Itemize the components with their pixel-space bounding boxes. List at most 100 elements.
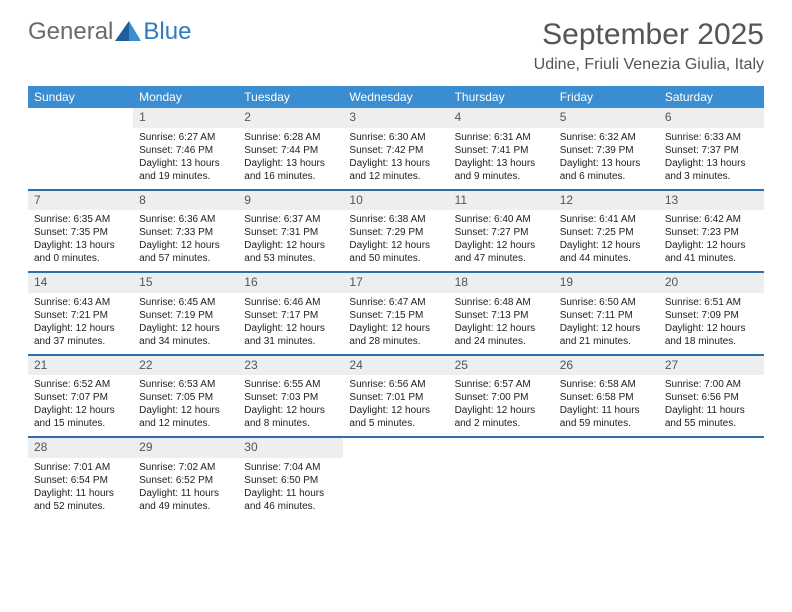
day-details: Sunrise: 6:53 AMSunset: 7:05 PMDaylight:… bbox=[133, 375, 238, 436]
calendar-week-row: 21Sunrise: 6:52 AMSunset: 7:07 PMDayligh… bbox=[28, 355, 764, 438]
day-number: 21 bbox=[28, 356, 133, 376]
weekday-header-row: Sunday Monday Tuesday Wednesday Thursday… bbox=[28, 86, 764, 108]
calendar-cell bbox=[659, 437, 764, 519]
weekday-sunday: Sunday bbox=[28, 86, 133, 108]
day-number: 19 bbox=[554, 273, 659, 293]
day-details: Sunrise: 6:43 AMSunset: 7:21 PMDaylight:… bbox=[28, 293, 133, 354]
day-details: Sunrise: 6:31 AMSunset: 7:41 PMDaylight:… bbox=[449, 128, 554, 189]
day-details: Sunrise: 6:45 AMSunset: 7:19 PMDaylight:… bbox=[133, 293, 238, 354]
day-number: 3 bbox=[343, 108, 448, 128]
calendar-cell: 1Sunrise: 6:27 AMSunset: 7:46 PMDaylight… bbox=[133, 108, 238, 190]
day-details: Sunrise: 6:28 AMSunset: 7:44 PMDaylight:… bbox=[238, 128, 343, 189]
weekday-monday: Monday bbox=[133, 86, 238, 108]
day-number: 28 bbox=[28, 438, 133, 458]
calendar-week-row: 1Sunrise: 6:27 AMSunset: 7:46 PMDaylight… bbox=[28, 108, 764, 190]
day-number: 24 bbox=[343, 356, 448, 376]
calendar-cell bbox=[28, 108, 133, 190]
weekday-friday: Friday bbox=[554, 86, 659, 108]
calendar-cell: 16Sunrise: 6:46 AMSunset: 7:17 PMDayligh… bbox=[238, 272, 343, 355]
day-number: 8 bbox=[133, 191, 238, 211]
day-number: 7 bbox=[28, 191, 133, 211]
calendar-week-row: 28Sunrise: 7:01 AMSunset: 6:54 PMDayligh… bbox=[28, 437, 764, 519]
day-details: Sunrise: 6:57 AMSunset: 7:00 PMDaylight:… bbox=[449, 375, 554, 436]
calendar-cell bbox=[554, 437, 659, 519]
calendar-cell: 24Sunrise: 6:56 AMSunset: 7:01 PMDayligh… bbox=[343, 355, 448, 438]
logo-triangle-icon bbox=[115, 19, 141, 46]
day-details: Sunrise: 6:37 AMSunset: 7:31 PMDaylight:… bbox=[238, 210, 343, 271]
day-details: Sunrise: 6:58 AMSunset: 6:58 PMDaylight:… bbox=[554, 375, 659, 436]
day-details: Sunrise: 6:30 AMSunset: 7:42 PMDaylight:… bbox=[343, 128, 448, 189]
calendar-cell: 20Sunrise: 6:51 AMSunset: 7:09 PMDayligh… bbox=[659, 272, 764, 355]
day-details: Sunrise: 7:01 AMSunset: 6:54 PMDaylight:… bbox=[28, 458, 133, 519]
day-details: Sunrise: 6:50 AMSunset: 7:11 PMDaylight:… bbox=[554, 293, 659, 354]
calendar-cell: 4Sunrise: 6:31 AMSunset: 7:41 PMDaylight… bbox=[449, 108, 554, 190]
calendar-cell: 15Sunrise: 6:45 AMSunset: 7:19 PMDayligh… bbox=[133, 272, 238, 355]
day-number: 10 bbox=[343, 191, 448, 211]
day-details: Sunrise: 6:41 AMSunset: 7:25 PMDaylight:… bbox=[554, 210, 659, 271]
calendar-week-row: 7Sunrise: 6:35 AMSunset: 7:35 PMDaylight… bbox=[28, 190, 764, 273]
calendar-cell: 19Sunrise: 6:50 AMSunset: 7:11 PMDayligh… bbox=[554, 272, 659, 355]
weekday-tuesday: Tuesday bbox=[238, 86, 343, 108]
day-number: 25 bbox=[449, 356, 554, 376]
day-number: 13 bbox=[659, 191, 764, 211]
calendar-cell: 9Sunrise: 6:37 AMSunset: 7:31 PMDaylight… bbox=[238, 190, 343, 273]
day-details: Sunrise: 6:51 AMSunset: 7:09 PMDaylight:… bbox=[659, 293, 764, 354]
day-details: Sunrise: 7:04 AMSunset: 6:50 PMDaylight:… bbox=[238, 458, 343, 519]
calendar-cell: 29Sunrise: 7:02 AMSunset: 6:52 PMDayligh… bbox=[133, 437, 238, 519]
location-text: Udine, Friuli Venezia Giulia, Italy bbox=[534, 56, 764, 74]
day-number: 4 bbox=[449, 108, 554, 128]
logo-text-blue: Blue bbox=[143, 18, 191, 46]
weekday-wednesday: Wednesday bbox=[343, 86, 448, 108]
header: General Blue September 2025 Udine, Friul… bbox=[28, 18, 764, 74]
day-details: Sunrise: 6:46 AMSunset: 7:17 PMDaylight:… bbox=[238, 293, 343, 354]
calendar-cell bbox=[343, 437, 448, 519]
title-block: September 2025 Udine, Friuli Venezia Giu… bbox=[534, 18, 764, 74]
day-details: Sunrise: 6:52 AMSunset: 7:07 PMDaylight:… bbox=[28, 375, 133, 436]
calendar-cell: 26Sunrise: 6:58 AMSunset: 6:58 PMDayligh… bbox=[554, 355, 659, 438]
day-number: 5 bbox=[554, 108, 659, 128]
calendar-cell: 2Sunrise: 6:28 AMSunset: 7:44 PMDaylight… bbox=[238, 108, 343, 190]
calendar-cell: 25Sunrise: 6:57 AMSunset: 7:00 PMDayligh… bbox=[449, 355, 554, 438]
calendar-cell: 17Sunrise: 6:47 AMSunset: 7:15 PMDayligh… bbox=[343, 272, 448, 355]
day-number: 16 bbox=[238, 273, 343, 293]
day-number: 26 bbox=[554, 356, 659, 376]
page-title: September 2025 bbox=[534, 18, 764, 52]
calendar-cell: 13Sunrise: 6:42 AMSunset: 7:23 PMDayligh… bbox=[659, 190, 764, 273]
day-number: 30 bbox=[238, 438, 343, 458]
day-details: Sunrise: 6:48 AMSunset: 7:13 PMDaylight:… bbox=[449, 293, 554, 354]
calendar-cell: 14Sunrise: 6:43 AMSunset: 7:21 PMDayligh… bbox=[28, 272, 133, 355]
calendar-cell: 11Sunrise: 6:40 AMSunset: 7:27 PMDayligh… bbox=[449, 190, 554, 273]
day-number: 18 bbox=[449, 273, 554, 293]
day-number: 27 bbox=[659, 356, 764, 376]
day-number: 23 bbox=[238, 356, 343, 376]
calendar-cell: 27Sunrise: 7:00 AMSunset: 6:56 PMDayligh… bbox=[659, 355, 764, 438]
day-number: 15 bbox=[133, 273, 238, 293]
day-details: Sunrise: 6:47 AMSunset: 7:15 PMDaylight:… bbox=[343, 293, 448, 354]
day-details: Sunrise: 6:35 AMSunset: 7:35 PMDaylight:… bbox=[28, 210, 133, 271]
calendar-cell: 22Sunrise: 6:53 AMSunset: 7:05 PMDayligh… bbox=[133, 355, 238, 438]
day-number: 6 bbox=[659, 108, 764, 128]
day-number: 1 bbox=[133, 108, 238, 128]
calendar-cell bbox=[449, 437, 554, 519]
day-number: 12 bbox=[554, 191, 659, 211]
day-details: Sunrise: 6:36 AMSunset: 7:33 PMDaylight:… bbox=[133, 210, 238, 271]
day-details: Sunrise: 6:38 AMSunset: 7:29 PMDaylight:… bbox=[343, 210, 448, 271]
logo-text-general: General bbox=[28, 18, 113, 46]
calendar-cell: 30Sunrise: 7:04 AMSunset: 6:50 PMDayligh… bbox=[238, 437, 343, 519]
day-number: 14 bbox=[28, 273, 133, 293]
calendar-cell: 12Sunrise: 6:41 AMSunset: 7:25 PMDayligh… bbox=[554, 190, 659, 273]
day-details: Sunrise: 6:55 AMSunset: 7:03 PMDaylight:… bbox=[238, 375, 343, 436]
calendar-cell: 21Sunrise: 6:52 AMSunset: 7:07 PMDayligh… bbox=[28, 355, 133, 438]
calendar-cell: 3Sunrise: 6:30 AMSunset: 7:42 PMDaylight… bbox=[343, 108, 448, 190]
day-number: 2 bbox=[238, 108, 343, 128]
day-details: Sunrise: 6:56 AMSunset: 7:01 PMDaylight:… bbox=[343, 375, 448, 436]
day-details: Sunrise: 6:32 AMSunset: 7:39 PMDaylight:… bbox=[554, 128, 659, 189]
day-details: Sunrise: 6:33 AMSunset: 7:37 PMDaylight:… bbox=[659, 128, 764, 189]
calendar-cell: 10Sunrise: 6:38 AMSunset: 7:29 PMDayligh… bbox=[343, 190, 448, 273]
day-details: Sunrise: 7:02 AMSunset: 6:52 PMDaylight:… bbox=[133, 458, 238, 519]
day-number: 9 bbox=[238, 191, 343, 211]
day-details: Sunrise: 6:27 AMSunset: 7:46 PMDaylight:… bbox=[133, 128, 238, 189]
day-number: 29 bbox=[133, 438, 238, 458]
calendar-cell: 18Sunrise: 6:48 AMSunset: 7:13 PMDayligh… bbox=[449, 272, 554, 355]
day-details: Sunrise: 7:00 AMSunset: 6:56 PMDaylight:… bbox=[659, 375, 764, 436]
